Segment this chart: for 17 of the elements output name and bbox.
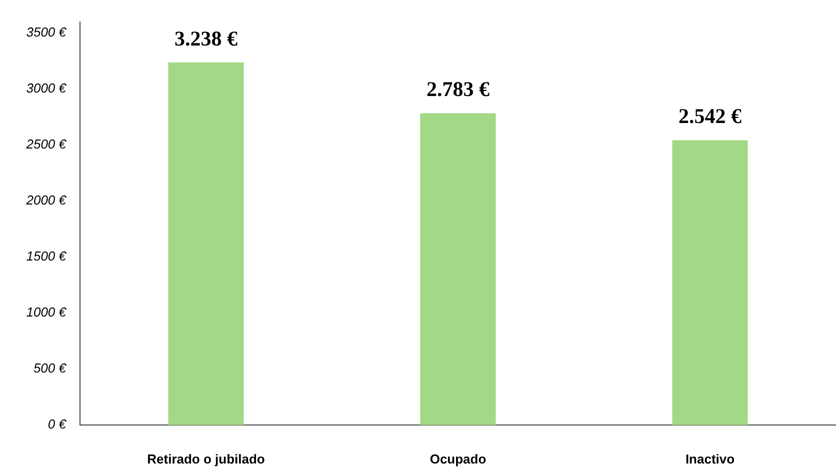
y-tick-label: 3000 €	[26, 80, 67, 96]
x-tick-label: Inactivo	[685, 451, 735, 466]
y-tick-label: 500 €	[33, 360, 67, 376]
data-label: 2.783 €	[426, 77, 490, 102]
x-tick-label: Ocupado	[430, 451, 486, 466]
y-tick-label: 1500 €	[26, 248, 67, 264]
y-tick-label: 2500 €	[25, 136, 67, 152]
data-label: 2.542 €	[678, 104, 742, 128]
bar	[168, 62, 244, 425]
bar	[672, 140, 748, 425]
y-tick-label: 0 €	[48, 416, 67, 432]
data-label: 3.238 €	[174, 26, 238, 50]
bar	[420, 113, 496, 425]
y-tick-label: 2000 €	[25, 192, 67, 208]
y-tick-label: 3500 €	[26, 24, 67, 40]
x-tick-label: Retirado o jubilado	[147, 451, 265, 466]
y-tick-label: 1000 €	[26, 304, 67, 320]
